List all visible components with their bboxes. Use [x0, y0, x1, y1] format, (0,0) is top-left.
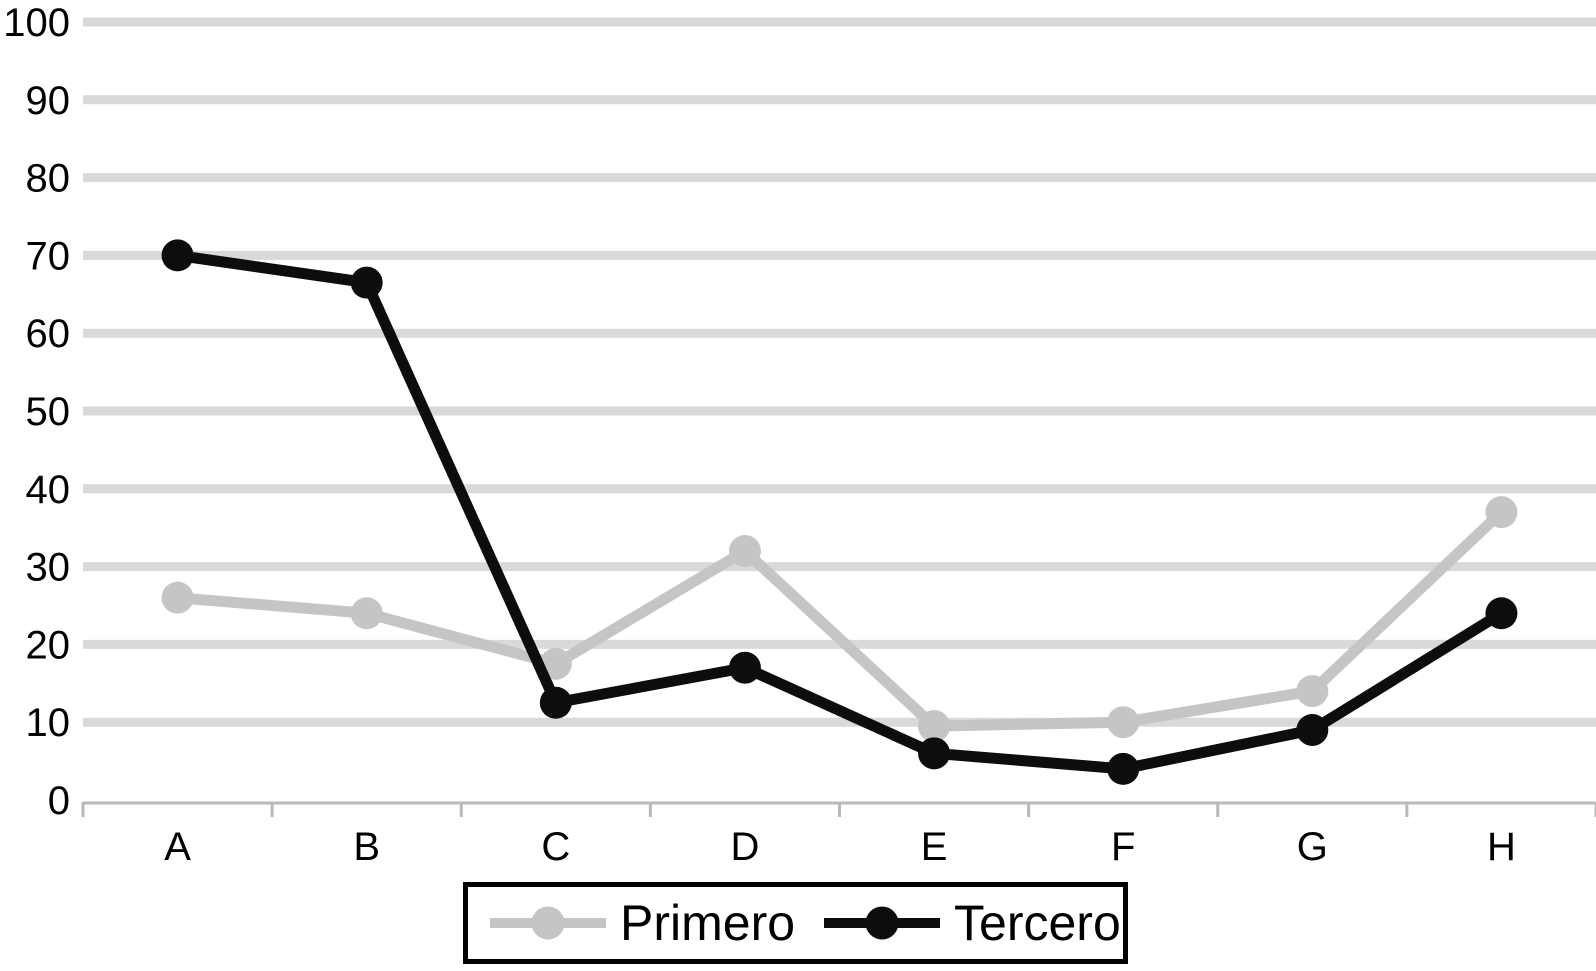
x-category-label-D: D [730, 825, 759, 869]
y-tick-label-90: 90 [26, 79, 71, 123]
series-line-tercero [176, 249, 1505, 775]
y-tick-label-10: 10 [26, 701, 71, 745]
y-tick-label-100: 100 [3, 1, 70, 45]
marker-tercero-C [539, 686, 572, 719]
marker-primero-G [1296, 675, 1329, 708]
tercero-line-marker-icon [824, 906, 941, 940]
marker-tercero-B [350, 266, 383, 299]
marker-tercero-G [1296, 713, 1329, 746]
x-category-label-A: A [164, 825, 191, 869]
y-tick-label-20: 20 [26, 623, 71, 667]
legend-label-tercero: Tercero [954, 895, 1121, 951]
marker-primero-H [1485, 496, 1518, 529]
x-category-label-E: E [921, 825, 948, 869]
y-tick-label-80: 80 [26, 157, 71, 201]
x-category-label-H: H [1487, 825, 1516, 869]
y-tick-label-40: 40 [26, 468, 71, 512]
marker-tercero-F [1107, 752, 1140, 785]
marker-primero-E [918, 710, 951, 743]
marker-primero-D [728, 535, 761, 568]
legend-label-primero: Primero [620, 895, 796, 951]
x-category-label-G: G [1297, 825, 1328, 869]
y-tick-label-0: 0 [48, 779, 70, 823]
marker-tercero-D [728, 651, 761, 684]
marker-tercero-A [161, 239, 194, 272]
y-tick-label-60: 60 [26, 312, 71, 356]
x-category-label-F: F [1111, 825, 1135, 869]
marker-tercero-H [1485, 597, 1518, 630]
legend-item-primero: Primero [490, 898, 795, 948]
legend: Primero Tercero [463, 882, 1128, 964]
legend-item-tercero: Tercero [824, 898, 1121, 948]
y-tick-label-50: 50 [26, 390, 71, 434]
marker-primero-F [1107, 706, 1140, 739]
marker-tercero-E [918, 737, 951, 770]
x-category-label-C: C [541, 825, 570, 869]
y-tick-label-70: 70 [26, 234, 71, 278]
y-tick-label-30: 30 [26, 546, 71, 590]
marker-primero-B [350, 597, 383, 630]
primero-line-marker-icon [490, 906, 606, 940]
marker-primero-A [161, 581, 194, 614]
x-category-label-B: B [353, 825, 380, 869]
series-line-primero [177, 508, 1506, 732]
